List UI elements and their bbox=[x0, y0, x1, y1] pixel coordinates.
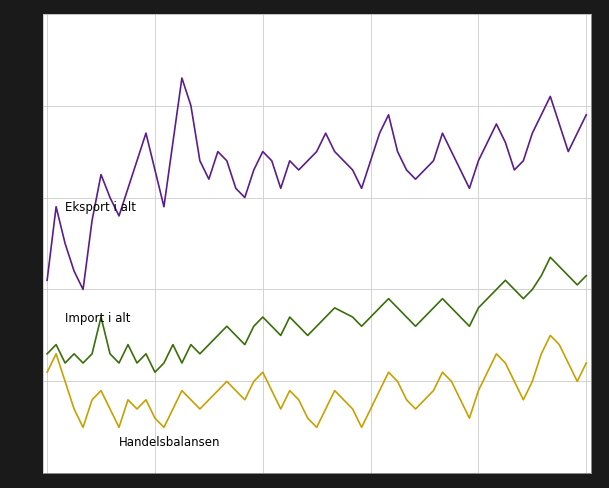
Text: Handelsbalansen: Handelsbalansen bbox=[119, 435, 220, 447]
Text: Eksport i alt: Eksport i alt bbox=[65, 201, 136, 214]
Text: Import i alt: Import i alt bbox=[65, 311, 130, 324]
